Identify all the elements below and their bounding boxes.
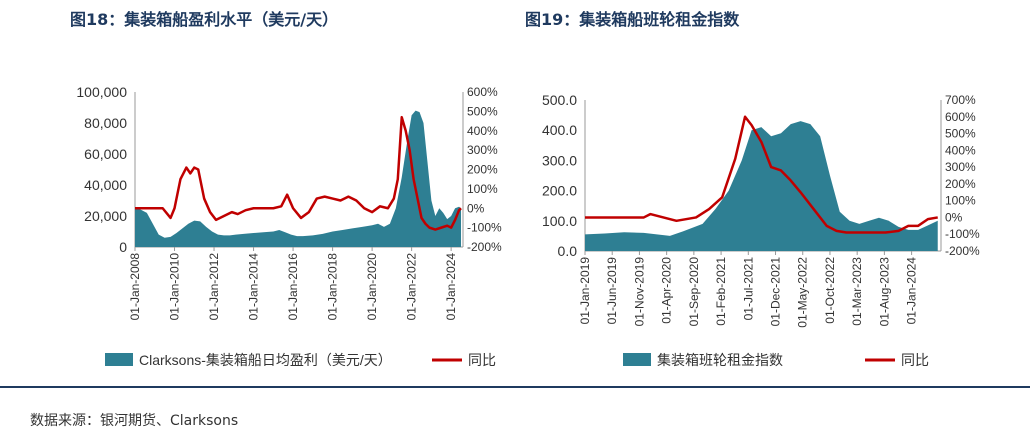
- x-tick-label: 01-Jan-2024: [905, 257, 919, 325]
- charter-index-chart: 0.0 100.0 200.0 300.0 400.0 500.0 -200% -100% 0%…: [542, 92, 980, 368]
- y-left-tick-label: 100,000: [76, 84, 127, 100]
- x-tick-label: 01-Jan-2016: [286, 253, 300, 321]
- x-tick-label: 01-Jul-2021: [741, 257, 755, 321]
- legend-area-swatch: [623, 353, 651, 366]
- y-right-tick-label: -100%: [945, 227, 980, 241]
- y-left-tick-label: 80,000: [84, 115, 127, 131]
- legend-area-swatch: [105, 353, 133, 366]
- y-right-tick-label: 500%: [467, 104, 498, 118]
- y-left-tick-label: 60,000: [84, 146, 127, 162]
- x-tick-label: 01-Jan-2012: [207, 253, 221, 321]
- y-right-tick-label: 200%: [467, 163, 498, 177]
- y-right-tick-label: 200%: [945, 177, 976, 191]
- x-tick-label: 01-Jan-2022: [405, 253, 419, 321]
- y-right-tick-label: 100%: [945, 194, 976, 208]
- y-right-tick-label: 0%: [945, 210, 963, 224]
- area-series: [135, 110, 462, 247]
- y-left-tick-label: 20,000: [84, 208, 127, 224]
- area-series: [585, 121, 938, 251]
- y-right-tick-label: 600%: [945, 110, 976, 124]
- legend-line-label: 同比: [468, 352, 496, 368]
- chart-title-right: 图19：集装箱船班轮租金指数: [525, 10, 740, 29]
- x-tick-label: 01-Sep-2020: [687, 257, 701, 327]
- y-right-tick-label: 300%: [945, 160, 976, 174]
- x-tick-label: 01-Jan-2019: [578, 257, 592, 325]
- y-right-tick-label: -200%: [945, 244, 980, 258]
- legend-line-label: 同比: [901, 352, 929, 368]
- y-right-tick-label: 100%: [467, 182, 498, 196]
- legend-area-label: Clarksons-集装箱船日均盈利（美元/天）: [139, 352, 392, 368]
- x-tick-label: 01-Jan-2020: [365, 253, 379, 321]
- x-tick-label: 01-Jan-2008: [128, 253, 142, 321]
- y-left-tick-label: 40,000: [84, 177, 127, 193]
- y-left-tick-label: 400.0: [542, 122, 577, 138]
- y-right-tick-label: 500%: [945, 127, 976, 141]
- y-right-tick-label: 300%: [467, 143, 498, 157]
- y-left-tick-label: 0: [119, 239, 127, 255]
- y-left-tick-label: 500.0: [542, 92, 577, 108]
- y-left-tick-label: 100.0: [542, 213, 577, 229]
- x-tick-label: 01-Nov-2019: [632, 257, 646, 327]
- y-right-tick-label: 600%: [467, 85, 498, 99]
- yoy-line-series: [585, 115, 938, 234]
- divider-rule: [0, 386, 1030, 388]
- yoy-line-series: [135, 115, 462, 231]
- x-tick-label: 01-Feb-2021: [714, 257, 728, 326]
- y-right-tick-label: 400%: [467, 124, 498, 138]
- x-tick-label: 01-Jan-2010: [168, 253, 182, 321]
- x-tick-label: 01-May-2022: [796, 257, 810, 328]
- y-right-tick-label: 700%: [945, 93, 976, 107]
- x-tick-label: 01-Oct-2022: [823, 257, 837, 324]
- earnings-chart: 0 20,000 40,000 60,000 80,000 100,000 -200% -10…: [76, 84, 502, 368]
- x-tick-label: 01-Jun-2019: [605, 257, 619, 325]
- y-right-tick-label: -200%: [467, 240, 502, 254]
- y-left-tick-label: 0.0: [558, 243, 578, 259]
- y-left-tick-label: 200.0: [542, 183, 577, 199]
- y-right-tick-label: 0%: [467, 201, 485, 215]
- x-tick-label: 01-Dec-2021: [769, 257, 783, 327]
- chart-title-left: 图18：集装箱船盈利水平（美元/天）: [70, 10, 339, 29]
- x-tick-label: 01-Aug-2023: [877, 257, 891, 327]
- y-right-tick-label: 400%: [945, 143, 976, 157]
- x-tick-label: 01-Mar-2023: [850, 257, 864, 326]
- legend-area-label: 集装箱班轮租金指数: [657, 352, 783, 368]
- x-tick-label: 01-Jan-2014: [247, 253, 261, 321]
- x-tick-label: 01-Apr-2020: [660, 257, 674, 324]
- x-tick-label: 01-Jan-2018: [326, 253, 340, 321]
- source-note: 数据来源：银河期货、Clarksons: [30, 413, 239, 429]
- x-tick-label: 01-Jan-2024: [444, 253, 458, 321]
- y-right-tick-label: -100%: [467, 221, 502, 235]
- y-left-tick-label: 300.0: [542, 152, 577, 168]
